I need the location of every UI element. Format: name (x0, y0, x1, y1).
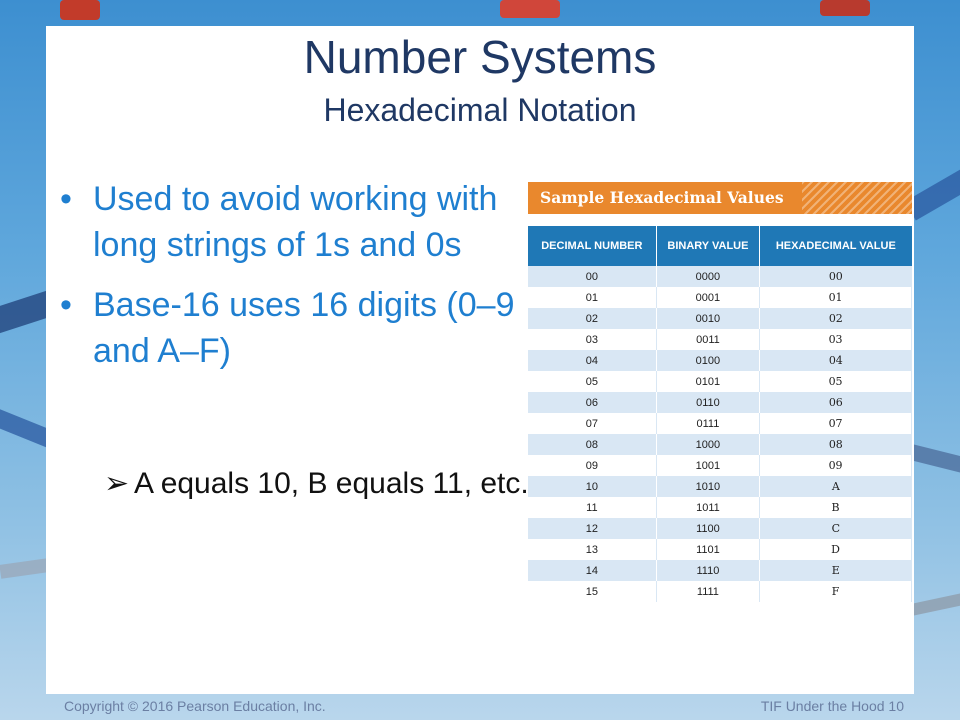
bullet-list: • Used to avoid working with long string… (60, 176, 530, 388)
cell-hexadecimal: 03 (759, 329, 912, 350)
column-header-decimal: DECIMAL NUMBER (528, 226, 657, 266)
cell-binary: 0101 (656, 371, 761, 392)
footer-copyright: Copyright © 2016 Pearson Education, Inc. (64, 698, 326, 714)
cell-hexadecimal: A (759, 476, 912, 497)
cell-decimal: 11 (528, 497, 657, 518)
arrow-bullet-icon: ➢ (104, 467, 130, 500)
cell-decimal: 09 (528, 455, 657, 476)
table-row: 06 0110 06 (528, 392, 912, 413)
table-row: 10 1010 A (528, 476, 912, 497)
table-caption: Sample Hexadecimal Values (540, 188, 784, 207)
slide-subtitle: Hexadecimal Notation (323, 92, 637, 128)
cell-hexadecimal: F (759, 581, 912, 602)
cell-binary: 0111 (656, 413, 761, 434)
cell-binary: 1010 (656, 476, 761, 497)
cell-decimal: 04 (528, 350, 657, 371)
cell-decimal: 01 (528, 287, 657, 308)
cell-decimal: 06 (528, 392, 657, 413)
cell-binary: 1110 (656, 560, 761, 581)
table-caption-bar: Sample Hexadecimal Values (528, 182, 912, 214)
cell-decimal: 00 (528, 266, 657, 287)
cell-binary: 1011 (656, 497, 761, 518)
table-body: 00 0000 00 01 0001 01 02 0010 02 03 0011 03 04 0100 04… (528, 266, 912, 602)
bullet-item: • Base-16 uses 16 digits (0–9 and A–F) (60, 282, 530, 374)
bullet-text: Base-16 uses 16 digits (0–9 and A–F) (93, 286, 515, 370)
cell-binary: 1100 (656, 518, 761, 539)
coaster-car (820, 0, 870, 16)
cell-hexadecimal: 04 (759, 350, 912, 371)
table-row: 02 0010 02 (528, 308, 912, 329)
sub-bullet-text: A equals 10, B equals 11, etc. (134, 467, 529, 500)
cell-hexadecimal: B (759, 497, 912, 518)
cell-decimal: 03 (528, 329, 657, 350)
table-row: 00 0000 00 (528, 266, 912, 287)
cell-decimal: 05 (528, 371, 657, 392)
cell-hexadecimal: E (759, 560, 912, 581)
coaster-car (60, 0, 100, 20)
table-row: 04 0100 04 (528, 350, 912, 371)
hatch-decoration (802, 182, 912, 214)
cell-binary: 1101 (656, 539, 761, 560)
table-row: 01 0001 01 (528, 287, 912, 308)
cell-decimal: 15 (528, 581, 657, 602)
cell-binary: 0110 (656, 392, 761, 413)
cell-hexadecimal: 02 (759, 308, 912, 329)
table-row: 15 1111 F (528, 581, 912, 602)
table-row: 03 0011 03 (528, 329, 912, 350)
cell-hexadecimal: C (759, 518, 912, 539)
cell-hexadecimal: 09 (759, 455, 912, 476)
cell-decimal: 14 (528, 560, 657, 581)
cell-hexadecimal: 01 (759, 287, 912, 308)
cell-binary: 0010 (656, 308, 761, 329)
cell-decimal: 10 (528, 476, 657, 497)
table-row: 08 1000 08 (528, 434, 912, 455)
table-row: 11 1011 B (528, 497, 912, 518)
cell-decimal: 02 (528, 308, 657, 329)
table-row: 07 0111 07 (528, 413, 912, 434)
bullet-text: Used to avoid working with long strings … (93, 180, 498, 264)
cell-decimal: 12 (528, 518, 657, 539)
table-row: 05 0101 05 (528, 371, 912, 392)
footer-slide-label: TIF Under the Hood 10 (760, 698, 904, 714)
table-row: 13 1101 D (528, 539, 912, 560)
bullet-dot-icon: • (60, 286, 72, 324)
table-row: 09 1001 09 (528, 455, 912, 476)
cell-decimal: 08 (528, 434, 657, 455)
cell-binary: 0100 (656, 350, 761, 371)
cell-hexadecimal: 08 (759, 434, 912, 455)
bullet-dot-icon: • (60, 180, 72, 218)
cell-hexadecimal: 07 (759, 413, 912, 434)
table-row: 14 1110 E (528, 560, 912, 581)
cell-binary: 0011 (656, 329, 761, 350)
bullet-item: • Used to avoid working with long string… (60, 176, 530, 268)
coaster-car (500, 0, 560, 18)
cell-binary: 0001 (656, 287, 761, 308)
cell-binary: 1111 (656, 581, 761, 602)
cell-decimal: 13 (528, 539, 657, 560)
cell-hexadecimal: 06 (759, 392, 912, 413)
cell-hexadecimal: 05 (759, 371, 912, 392)
hex-values-table: DECIMAL NUMBER BINARY VALUE HEXADECIMAL … (528, 226, 912, 602)
column-header-hexadecimal: HEXADECIMAL VALUE (759, 226, 912, 266)
cell-binary: 1001 (656, 455, 761, 476)
hex-values-figure: Sample Hexadecimal Values DECIMAL NUMBER… (528, 182, 912, 602)
column-header-binary: BINARY VALUE (656, 226, 761, 266)
slide-title: Number Systems (303, 31, 657, 83)
cell-binary: 1000 (656, 434, 761, 455)
cell-hexadecimal: D (759, 539, 912, 560)
cell-binary: 0000 (656, 266, 761, 287)
table-row: 12 1100 C (528, 518, 912, 539)
sub-bullet-item: ➢ A equals 10, B equals 11, etc. (104, 464, 534, 504)
table-header-row: DECIMAL NUMBER BINARY VALUE HEXADECIMAL … (528, 226, 912, 266)
cell-hexadecimal: 00 (759, 266, 912, 287)
cell-decimal: 07 (528, 413, 657, 434)
